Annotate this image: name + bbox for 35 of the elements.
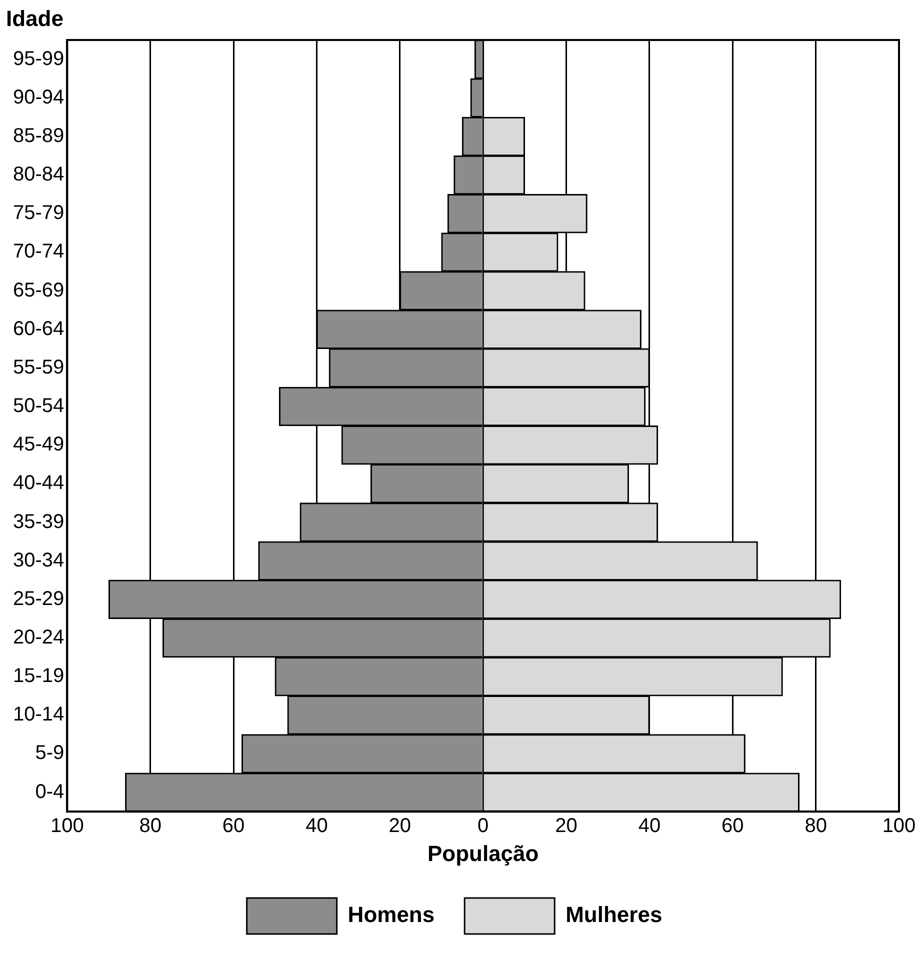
y-tick-label: 15-19 (12, 665, 64, 688)
x-tick-label: 40 (306, 815, 328, 838)
x-tick-label: 20 (555, 815, 578, 838)
y-tick-label: 80-84 (12, 164, 64, 186)
x-tick-label: 0 (478, 815, 489, 838)
y-tick-label: 0-4 (35, 780, 64, 803)
y-tick-label: 5-9 (35, 742, 64, 764)
y-tick-label: 35-39 (12, 510, 64, 533)
y-tick-label: 45-49 (12, 434, 64, 456)
y-tick-label: 70-74 (12, 240, 64, 263)
x-tick-label: 100 (882, 815, 916, 838)
y-tick-label: 30-34 (12, 549, 64, 572)
y-tick-label: 20-24 (12, 626, 64, 649)
y-tick-label: 95-99 (12, 48, 64, 70)
y-tick-label: 10-14 (12, 704, 64, 726)
x-tick-label: 80 (804, 815, 827, 838)
x-tick-label: 60 (722, 815, 744, 838)
y-tick-label: 25-29 (12, 588, 64, 610)
y-tick-label: 90-94 (12, 86, 64, 108)
legend-label: Homens (348, 902, 435, 928)
y-tick-label: 50-54 (12, 395, 64, 418)
x-tick-label: 60 (222, 815, 245, 838)
y-tick-label: 85-89 (12, 124, 64, 147)
y-tick-label: 40-44 (12, 472, 64, 494)
y-tick-label: 65-69 (12, 279, 64, 302)
y-axis-title: Idade (6, 6, 64, 32)
x-tick-label: 40 (638, 815, 661, 838)
y-tick-label: 75-79 (12, 202, 64, 224)
x-axis-title: População (427, 840, 539, 866)
x-tick-label: 80 (139, 815, 162, 838)
y-tick-label: 60-64 (12, 318, 64, 340)
y-tick-label: 55-59 (12, 356, 64, 378)
legend-label: Mulheres (566, 902, 662, 928)
x-tick-label: 100 (50, 815, 84, 838)
x-tick-label: 20 (388, 815, 412, 838)
